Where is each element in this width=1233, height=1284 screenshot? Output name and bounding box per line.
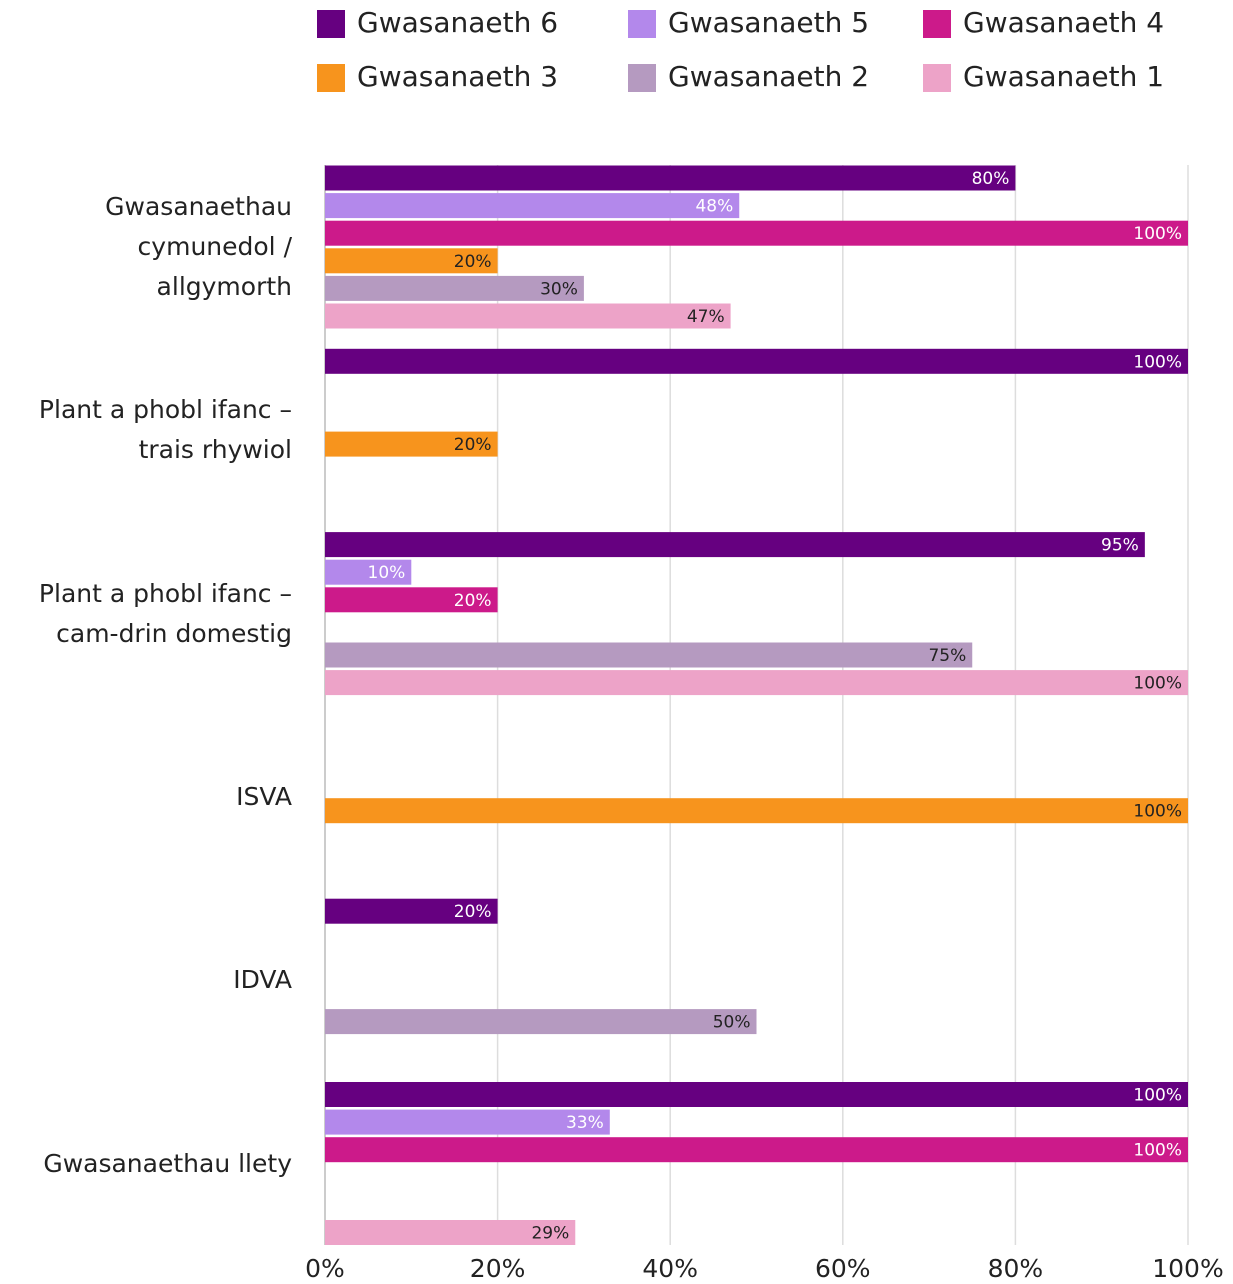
data-label: 29% bbox=[531, 1224, 569, 1244]
data-label: 100% bbox=[1133, 224, 1182, 244]
legend-swatch bbox=[317, 64, 345, 92]
bar bbox=[325, 1137, 1188, 1163]
data-label: 20% bbox=[454, 902, 492, 922]
bar bbox=[325, 532, 1145, 558]
y-tick-label: Plant a phobl ifanc – trais rhywiol bbox=[38, 395, 292, 465]
bar bbox=[325, 1109, 610, 1135]
x-tick-label: 80% bbox=[988, 1254, 1044, 1283]
bar bbox=[325, 348, 1188, 374]
bar bbox=[325, 898, 498, 924]
data-label: 20% bbox=[454, 435, 492, 455]
data-label: 50% bbox=[713, 1013, 751, 1033]
x-tick-label: 100% bbox=[1152, 1254, 1223, 1283]
x-tick-label: 60% bbox=[815, 1254, 871, 1283]
bar bbox=[325, 587, 498, 613]
data-label: 20% bbox=[454, 591, 492, 611]
data-label: 30% bbox=[540, 279, 578, 299]
legend-swatch bbox=[628, 64, 656, 92]
legend-swatch bbox=[628, 10, 656, 38]
bar bbox=[325, 248, 498, 274]
data-label: 95% bbox=[1101, 536, 1139, 556]
bar bbox=[325, 1220, 576, 1245]
bar bbox=[325, 193, 740, 219]
bar bbox=[325, 303, 731, 329]
bar bbox=[325, 798, 1188, 824]
bar bbox=[325, 1009, 757, 1035]
data-label: 75% bbox=[928, 646, 966, 666]
bar bbox=[325, 275, 584, 301]
bar bbox=[325, 220, 1188, 246]
data-label: 100% bbox=[1133, 1086, 1182, 1106]
legend-label: Gwasanaeth 2 bbox=[668, 60, 869, 93]
data-label: 48% bbox=[695, 197, 733, 217]
legend-label: Gwasanaeth 3 bbox=[357, 60, 558, 93]
legend-swatch bbox=[923, 10, 951, 38]
data-label: 100% bbox=[1133, 352, 1182, 372]
bar bbox=[325, 431, 498, 457]
x-tick-label: 0% bbox=[305, 1254, 345, 1283]
bar bbox=[325, 559, 412, 585]
data-label: 47% bbox=[687, 307, 725, 327]
bar bbox=[325, 670, 1188, 696]
data-label: 20% bbox=[454, 252, 492, 272]
data-label: 33% bbox=[566, 1113, 604, 1133]
data-label: 10% bbox=[368, 563, 406, 583]
y-tick-label: ISVA bbox=[236, 781, 292, 811]
x-tick-label: 40% bbox=[642, 1254, 698, 1283]
y-tick-label: Plant a phobl ifanc – cam-drin domestig bbox=[38, 578, 292, 648]
data-label: 80% bbox=[972, 169, 1010, 189]
y-tick-label: Gwasanaethau cymunedol / allgymorth bbox=[105, 192, 292, 301]
y-tick-label: Gwasanaethau llety bbox=[43, 1148, 292, 1178]
data-label: 100% bbox=[1133, 802, 1182, 822]
data-label: 100% bbox=[1133, 1141, 1182, 1161]
bar bbox=[325, 642, 973, 668]
x-tick-label: 20% bbox=[470, 1254, 526, 1283]
legend-swatch bbox=[317, 10, 345, 38]
data-label: 100% bbox=[1133, 674, 1182, 694]
legend-swatch bbox=[923, 64, 951, 92]
legend-label: Gwasanaeth 6 bbox=[357, 6, 558, 39]
y-tick-label: IDVA bbox=[233, 965, 292, 995]
legend-label: Gwasanaeth 1 bbox=[963, 60, 1164, 93]
bar bbox=[325, 1082, 1188, 1107]
legend-label: Gwasanaeth 4 bbox=[963, 6, 1164, 39]
bar bbox=[325, 165, 1016, 191]
legend-label: Gwasanaeth 5 bbox=[668, 6, 869, 39]
